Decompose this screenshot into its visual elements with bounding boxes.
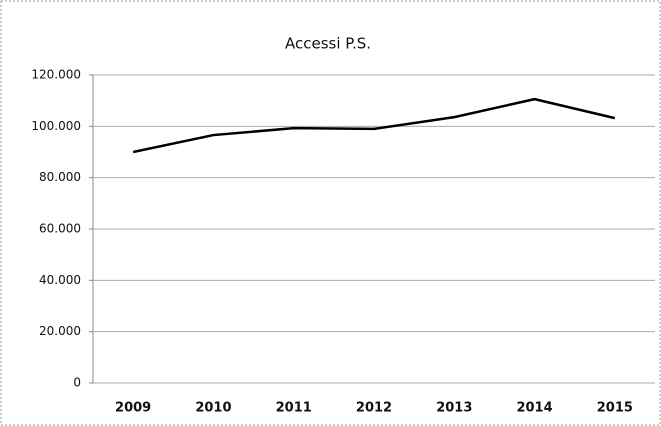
x-tick-label: 2010 bbox=[195, 401, 231, 416]
x-tick-label: 2014 bbox=[516, 401, 552, 416]
y-tick-label: 60.000 bbox=[39, 222, 81, 236]
x-tick-label: 2009 bbox=[115, 401, 151, 416]
chart-title: Accessi P.S. bbox=[285, 35, 371, 53]
x-tick-label: 2015 bbox=[597, 401, 633, 416]
x-tick-label: 2013 bbox=[436, 401, 472, 416]
data-line bbox=[132, 97, 616, 154]
y-tick-label: 80.000 bbox=[39, 170, 81, 184]
y-tick-label: 40.000 bbox=[39, 273, 81, 287]
y-tick-label: 20.000 bbox=[39, 324, 81, 338]
x-tick-label: 2011 bbox=[276, 401, 312, 416]
y-tick-label: 0 bbox=[73, 376, 81, 390]
y-tick-label: 100.000 bbox=[31, 119, 81, 133]
y-tick-label: 120.000 bbox=[31, 68, 81, 82]
x-tick-label: 2012 bbox=[356, 401, 392, 416]
